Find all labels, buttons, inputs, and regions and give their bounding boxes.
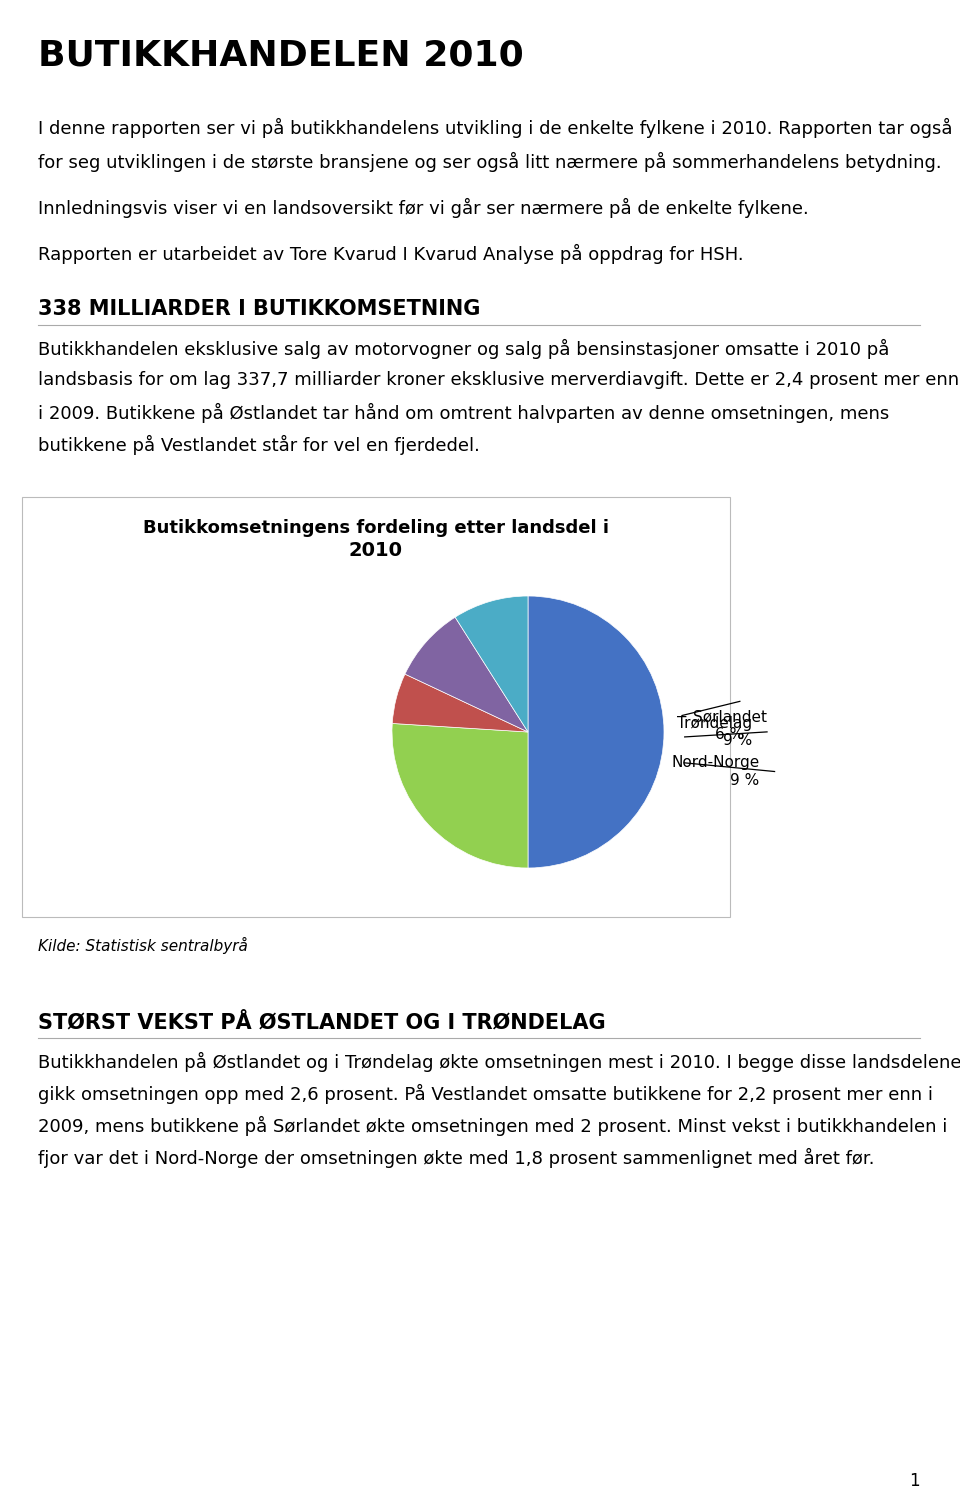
Text: Rapporten er utarbeidet av Tore Kvarud I Kvarud Analyse på oppdrag for HSH.: Rapporten er utarbeidet av Tore Kvarud I… — [38, 243, 744, 264]
Text: fjor var det i Nord-Norge der omsetningen økte med 1,8 prosent sammenlignet med : fjor var det i Nord-Norge der omsetninge… — [38, 1148, 875, 1168]
Wedge shape — [392, 724, 528, 867]
Wedge shape — [528, 595, 664, 867]
Text: Vestlandet
26 %: Vestlandet 26 % — [561, 689, 641, 722]
Wedge shape — [455, 595, 528, 731]
Text: butikkene på Vestlandet står for vel en fjerdedel.: butikkene på Vestlandet står for vel en … — [38, 435, 480, 455]
Text: 338 MILLIARDER I BUTIKKOMSETNING: 338 MILLIARDER I BUTIKKOMSETNING — [38, 299, 480, 319]
Text: Østlandet
50 %: Østlandet 50 % — [521, 648, 595, 681]
Text: 2010: 2010 — [349, 541, 403, 561]
Text: i 2009. Butikkene på Østlandet tar hånd om omtrent halvparten av denne omsetning: i 2009. Butikkene på Østlandet tar hånd … — [38, 403, 889, 423]
Text: landsbasis for om lag 337,7 milliarder kroner eksklusive merverdiavgift. Dette e: landsbasis for om lag 337,7 milliarder k… — [38, 372, 959, 388]
Text: 1: 1 — [909, 1472, 920, 1490]
Text: for seg utviklingen i de største bransjene og ser også litt nærmere på sommerhan: for seg utviklingen i de største bransje… — [38, 153, 942, 172]
Text: I denne rapporten ser vi på butikkhandelens utvikling i de enkelte fylkene i 201: I denne rapporten ser vi på butikkhandel… — [38, 118, 952, 138]
Text: Butikkomsetningens fordeling etter landsdel i: Butikkomsetningens fordeling etter lands… — [143, 518, 609, 536]
Text: Kilde: Statistisk sentralbyrå: Kilde: Statistisk sentralbyrå — [38, 937, 248, 953]
Text: STØRST VEKST PÅ ØSTLANDET OG I TRØNDELAG: STØRST VEKST PÅ ØSTLANDET OG I TRØNDELAG — [38, 1012, 606, 1032]
Text: Nord-Norge
9 %: Nord-Norge 9 % — [671, 756, 759, 787]
Text: Innledningsvis viser vi en landsoversikt før vi går ser nærmere på de enkelte fy: Innledningsvis viser vi en landsoversikt… — [38, 198, 808, 218]
Wedge shape — [393, 674, 528, 731]
Text: Trøndelag
9 %: Trøndelag 9 % — [677, 716, 752, 748]
Text: 2009, mens butikkene på Sørlandet økte omsetningen med 2 prosent. Minst vekst i : 2009, mens butikkene på Sørlandet økte o… — [38, 1117, 948, 1136]
Bar — [22, 497, 730, 917]
Wedge shape — [405, 616, 528, 731]
Text: BUTIKKHANDELEN 2010: BUTIKKHANDELEN 2010 — [38, 38, 524, 73]
Text: Butikkhandelen på Østlandet og i Trøndelag økte omsetningen mest i 2010. I begge: Butikkhandelen på Østlandet og i Trøndel… — [38, 1052, 960, 1073]
Text: Sørlandet
6 %: Sørlandet 6 % — [693, 709, 767, 742]
Text: gikk omsetningen opp med 2,6 prosent. På Vestlandet omsatte butikkene for 2,2 pr: gikk omsetningen opp med 2,6 prosent. På… — [38, 1083, 933, 1105]
Text: Butikkhandelen eksklusive salg av motorvogner og salg på bensinstasjoner omsatte: Butikkhandelen eksklusive salg av motorv… — [38, 338, 889, 360]
